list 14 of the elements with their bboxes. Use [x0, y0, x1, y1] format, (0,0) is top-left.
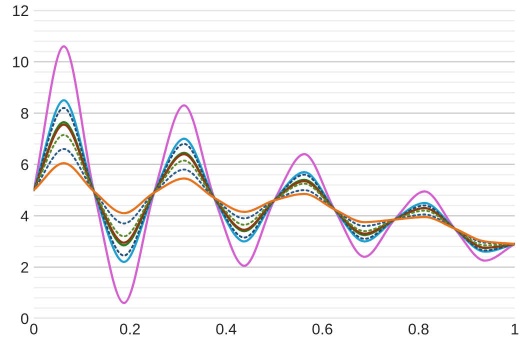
y-tick-label: 12: [13, 5, 28, 16]
x-tick-label: 1: [512, 324, 518, 334]
y-tick-label: 8: [21, 108, 28, 119]
y-tick-label: 10: [13, 56, 28, 68]
x-tick-label: 0.4: [216, 324, 236, 335]
line-series: [34, 45, 515, 304]
x-tick-label: 0.6: [312, 324, 332, 335]
y-tick-label: 6: [21, 159, 28, 170]
x-tick-label: 0: [30, 324, 38, 335]
x-tick-label: 0.8: [408, 324, 429, 335]
y-tick-label: 4: [20, 210, 28, 222]
x-tick-label: 0.2: [120, 324, 140, 335]
y-tick-label: 0: [21, 313, 28, 324]
y-tick-label: 2: [21, 262, 28, 273]
